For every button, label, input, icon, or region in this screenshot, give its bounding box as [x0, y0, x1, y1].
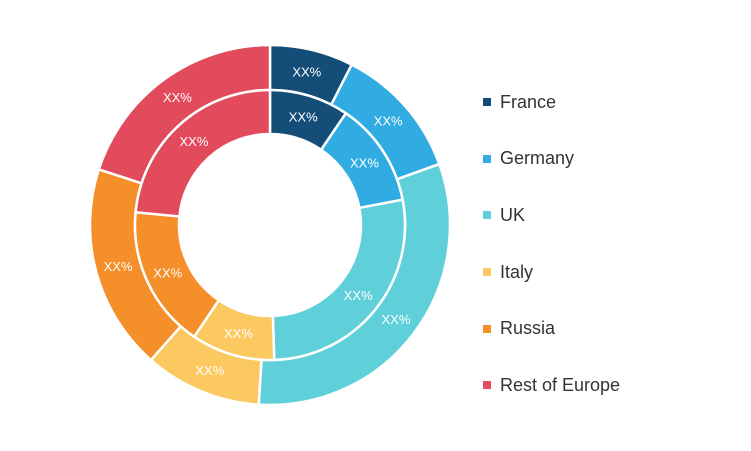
legend-swatch-italy: [483, 268, 491, 277]
inner-slice-uk: [271, 198, 407, 362]
legend-item-france: France: [483, 74, 620, 131]
outer-label-uk: XX%: [381, 312, 410, 327]
outer-label-italy: XX%: [195, 363, 224, 378]
legend-swatch-rest-of-europe: [483, 381, 491, 390]
legend-item-russia: Russia: [483, 300, 620, 357]
legend-label-uk: UK: [500, 204, 526, 225]
legend-item-germany: Germany: [483, 131, 620, 188]
inner-label-italy: XX%: [224, 326, 253, 341]
legend-swatch-france: [483, 98, 491, 107]
legend-label-italy: Italy: [500, 261, 534, 282]
inner-label-germany: XX%: [350, 155, 379, 170]
legend-item-italy: Italy: [483, 244, 620, 301]
legend-label-rest-of-europe: Rest of Europe: [500, 374, 621, 395]
legend: France Germany UK Italy Russia Rest of E…: [483, 74, 620, 414]
inner-label-france: XX%: [289, 109, 318, 124]
legend-item-uk: UK: [483, 187, 620, 244]
legend-label-russia: Russia: [500, 318, 556, 339]
inner-label-rest-of-europe: XX%: [179, 134, 208, 149]
outer-label-rest-of-europe: XX%: [163, 90, 192, 105]
inner-slice-rest-of-europe: [134, 88, 272, 218]
legend-swatch-germany: [483, 154, 491, 163]
inner-label-uk: XX%: [344, 288, 373, 303]
outer-label-france: XX%: [292, 64, 321, 79]
legend-swatch-russia: [483, 324, 491, 333]
inner-label-russia: XX%: [153, 266, 182, 281]
legend-label-germany: Germany: [500, 148, 575, 169]
legend-swatch-uk: [483, 211, 491, 220]
outer-label-germany: XX%: [374, 113, 403, 128]
outer-label-russia: XX%: [104, 259, 133, 274]
legend-label-france: France: [500, 91, 557, 112]
legend-item-rest-of-europe: Rest of Europe: [483, 357, 620, 414]
